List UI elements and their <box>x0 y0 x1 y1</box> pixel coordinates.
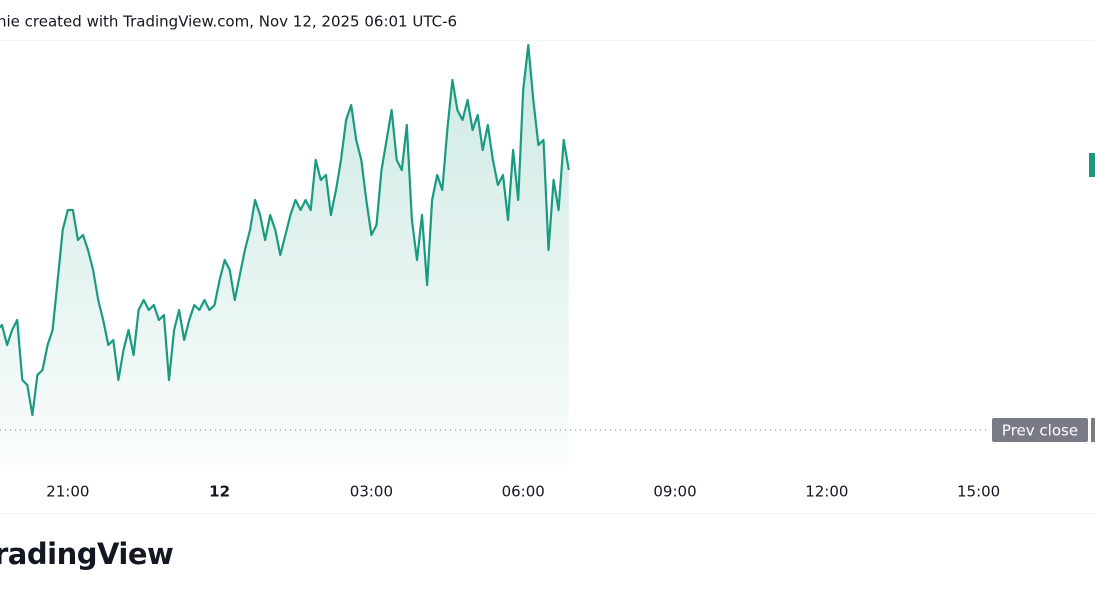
x-tick-label: 09:00 <box>653 483 696 501</box>
header-title: nie created with TradingView.com, Nov 12… <box>0 13 457 31</box>
x-tick-label: 03:00 <box>350 483 393 501</box>
prev-close-box <box>992 418 1088 442</box>
x-tick-label: 06:00 <box>502 483 545 501</box>
footer-logo: radingView <box>0 537 173 571</box>
x-tick-label: 12 <box>209 483 230 501</box>
axis-marker <box>1091 418 1095 442</box>
x-tick-label: 15:00 <box>957 483 1000 501</box>
price-line <box>0 43 570 417</box>
x-tick-label: 12:00 <box>805 483 848 501</box>
x-tick-label: 21:00 <box>46 483 89 501</box>
area-fill <box>0 45 569 465</box>
prev-close-label: Prev close <box>1002 422 1078 440</box>
plot-area <box>0 43 570 465</box>
price-marker <box>1089 153 1095 177</box>
